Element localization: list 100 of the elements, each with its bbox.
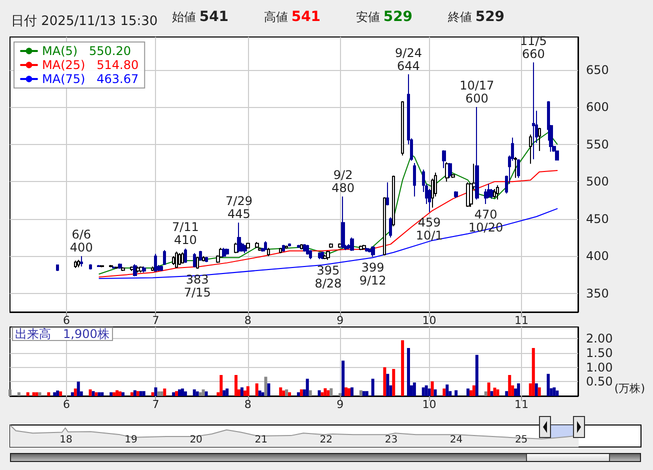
x-tick-label: 21 — [254, 434, 268, 446]
bar — [446, 384, 449, 396]
bar — [300, 389, 303, 396]
y-tick-label: 500 — [586, 174, 609, 189]
x-tick-label: 6 — [63, 314, 70, 327]
bar — [285, 389, 288, 396]
bar — [178, 389, 182, 396]
candlestick — [371, 246, 375, 258]
bar — [198, 392, 202, 396]
bar — [546, 374, 550, 396]
annotation: 7/29 445 — [226, 194, 252, 222]
y-axis-title: (万株) — [614, 382, 646, 395]
bar — [472, 385, 476, 396]
candlestick — [100, 265, 104, 268]
bar — [202, 389, 205, 396]
candlestick — [448, 162, 452, 178]
candlestick — [255, 241, 259, 248]
x-tick-label: 10 — [422, 314, 436, 327]
candlestick — [225, 248, 229, 256]
x-tick-label: 8 — [244, 314, 252, 327]
bar — [406, 348, 410, 396]
candlestick — [193, 252, 196, 268]
annotation: 459 10/1 — [416, 216, 443, 243]
candlestick — [386, 182, 389, 206]
bar — [53, 392, 56, 396]
candlestick — [163, 250, 166, 266]
bar — [56, 390, 60, 396]
candlestick — [205, 256, 208, 263]
bar — [552, 387, 556, 396]
candlestick — [178, 252, 181, 266]
bar — [70, 392, 74, 396]
candlestick — [383, 196, 386, 256]
candlestick — [392, 175, 395, 227]
candlestick — [451, 174, 455, 178]
bar — [454, 390, 458, 396]
x-tick-label: 7 — [152, 314, 160, 327]
annotation: 6/6 400 — [70, 228, 93, 255]
chart-title: 日付 2025/11/13 15:30 — [11, 14, 158, 29]
bar — [350, 387, 354, 396]
chart-title: 出来高 1,900株 — [15, 327, 110, 341]
candlestick — [413, 162, 416, 197]
candlestick — [243, 244, 247, 254]
x-tick-label: 18 — [60, 434, 72, 446]
x-tick-label: 19 — [124, 434, 138, 446]
bar — [371, 378, 374, 396]
bar — [92, 391, 95, 396]
candlestick — [288, 242, 291, 247]
bar — [240, 387, 244, 396]
annotation: 9/24 644 — [395, 46, 422, 73]
candlestick — [154, 253, 157, 272]
legend-label: MA(25) 514.80 — [42, 58, 139, 72]
candlestick — [442, 150, 446, 169]
bar — [517, 383, 520, 396]
bar — [180, 388, 184, 396]
y-tick-label: 600 — [586, 100, 609, 114]
bar — [324, 388, 327, 396]
x-tick-label: 24 — [450, 434, 463, 446]
candlestick — [341, 196, 345, 250]
candlestick — [517, 158, 520, 178]
bar — [348, 388, 351, 396]
x-tick-label: 25 — [514, 434, 528, 446]
bar — [505, 391, 508, 396]
bar — [154, 387, 158, 396]
bar — [47, 392, 50, 396]
bar — [110, 392, 113, 396]
candlestick — [350, 236, 354, 252]
bar — [94, 392, 98, 396]
bar — [430, 381, 434, 396]
bar — [532, 348, 535, 396]
line-series — [98, 132, 558, 274]
x-tick-label: 7 — [152, 398, 160, 411]
candlestick — [89, 264, 92, 270]
y-tick-label: 2.00 — [586, 332, 613, 346]
x-tick-label: 20 — [190, 434, 202, 446]
candlestick — [362, 244, 366, 250]
candlestick — [475, 106, 479, 200]
x-tick-label: 10 — [422, 398, 436, 411]
bar — [428, 388, 431, 396]
candlestick — [285, 245, 288, 250]
bar — [466, 388, 470, 396]
bar — [142, 391, 146, 396]
bar — [122, 392, 125, 396]
bar — [279, 387, 282, 396]
candlestick — [329, 242, 333, 248]
candlestick — [306, 244, 309, 256]
annotation: 10/17 600 — [460, 78, 494, 106]
candlestick — [246, 242, 250, 250]
bar — [163, 388, 166, 396]
text: 安値 529 — [356, 9, 413, 25]
bar — [288, 392, 292, 396]
bar — [267, 383, 270, 396]
bar — [422, 387, 425, 396]
candlestick — [365, 247, 369, 252]
bar — [136, 391, 140, 396]
bar — [175, 391, 178, 396]
bar — [74, 388, 77, 396]
bar — [383, 367, 386, 396]
bar — [362, 391, 366, 396]
bar — [116, 390, 119, 396]
annotation: 383 7/15 — [184, 272, 211, 300]
